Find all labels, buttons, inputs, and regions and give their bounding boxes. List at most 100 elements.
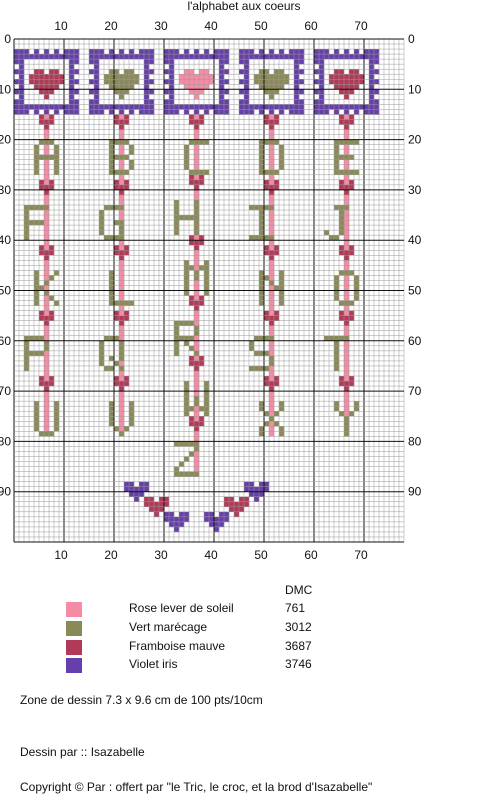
- chain-heart-stitch: [199, 179, 205, 186]
- letter-stitch: [34, 204, 40, 211]
- chain-heart-stitch: [339, 245, 345, 251]
- garland-heart-stitch: [139, 491, 145, 497]
- chain-heart-stitch: [194, 426, 200, 432]
- letter-stitch: [334, 154, 340, 160]
- letter-stitch: [194, 446, 200, 452]
- letter-stitch: [184, 159, 190, 165]
- frame-heart-stitch: [124, 79, 130, 85]
- chain-heart-stitch: [119, 189, 125, 196]
- letter-stitch: [34, 295, 40, 301]
- letter-stitch: [194, 225, 200, 231]
- frame-stitch: [219, 84, 225, 90]
- frame-stitch: [139, 104, 145, 110]
- letter-stitch: [189, 215, 195, 221]
- frame-stitch: [164, 59, 170, 65]
- letter-stitch: [44, 139, 50, 145]
- chain-stitch: [119, 411, 125, 417]
- chain-heart-stitch: [189, 114, 195, 120]
- chain-stitch: [194, 391, 200, 397]
- chain-heart-stitch: [194, 179, 200, 186]
- letter-stitch: [269, 335, 275, 341]
- chain-heart-stitch: [114, 376, 120, 382]
- chain-stitch: [269, 225, 275, 231]
- chain-stitch: [269, 330, 275, 336]
- frame-stitch: [69, 79, 75, 85]
- garland-heart-stitch: [164, 501, 170, 507]
- frame-stitch: [269, 109, 275, 115]
- chain-stitch: [344, 275, 350, 281]
- chain-stitch: [344, 149, 350, 155]
- frame-stitch: [374, 89, 380, 95]
- frame-stitch: [19, 104, 25, 110]
- frame-heart-stitch: [184, 74, 190, 80]
- chain-heart-stitch: [189, 119, 195, 125]
- frame-stitch: [264, 104, 270, 110]
- chain-heart-stitch: [194, 119, 200, 125]
- chain-heart-stitch: [119, 119, 125, 125]
- chain-heart-stitch: [339, 381, 345, 387]
- chain-stitch: [344, 345, 350, 352]
- letter-stitch: [264, 421, 270, 427]
- y-tick-label: 30: [408, 183, 422, 197]
- frame-stitch: [69, 94, 75, 100]
- frame-heart-stitch: [104, 74, 110, 80]
- chain-stitch: [344, 210, 350, 216]
- chain-stitch: [344, 199, 350, 206]
- chain-heart-stitch: [119, 255, 125, 261]
- frame-stitch: [299, 89, 305, 95]
- frame-stitch: [299, 79, 305, 85]
- letter-stitch: [204, 396, 210, 402]
- letter-stitch: [184, 265, 190, 271]
- frame-stitch: [164, 54, 170, 60]
- frame-stitch: [184, 49, 190, 55]
- garland-heart-stitch: [244, 486, 250, 492]
- chain-stitch: [344, 265, 350, 271]
- letter-stitch: [54, 149, 60, 155]
- letter-stitch: [119, 139, 125, 145]
- frame-heart-stitch: [279, 84, 285, 90]
- letter-stitch: [259, 230, 265, 236]
- y-tick-label: 90: [408, 485, 422, 499]
- frame-heart-stitch: [129, 74, 135, 80]
- letter-stitch: [199, 406, 205, 412]
- chain-heart-stitch: [189, 174, 195, 181]
- x-tick-label: 10: [54, 19, 68, 33]
- frame-stitch: [214, 49, 220, 55]
- chain-stitch: [44, 376, 50, 382]
- letter-stitch: [264, 139, 270, 145]
- chain-stitch: [194, 456, 200, 462]
- frame-stitch: [139, 109, 145, 115]
- garland-heart-stitch: [184, 511, 190, 518]
- chain-stitch: [194, 144, 200, 150]
- chain-heart-stitch: [269, 119, 275, 125]
- frame-stitch: [19, 84, 25, 90]
- chain-stitch: [344, 310, 350, 316]
- chain-heart-stitch: [349, 184, 355, 191]
- frame-stitch: [189, 54, 195, 60]
- frame-stitch: [369, 69, 375, 75]
- frame-stitch: [244, 99, 250, 105]
- frame-stitch: [94, 109, 100, 115]
- frame-heart-stitch: [199, 74, 205, 80]
- letter-stitch: [339, 169, 345, 176]
- chain-stitch: [269, 210, 275, 216]
- chain-heart-stitch: [124, 114, 130, 120]
- frame-stitch: [239, 89, 245, 95]
- frame-stitch: [319, 89, 325, 95]
- letter-stitch: [259, 295, 265, 301]
- frame-heart-stitch: [184, 69, 190, 75]
- letter-stitch: [334, 340, 340, 347]
- letter-stitch: [99, 340, 105, 347]
- chain-heart-stitch: [124, 119, 130, 125]
- chain-heart-stitch: [349, 114, 355, 120]
- garland-heart-stitch: [214, 516, 220, 523]
- chain-stitch: [344, 280, 350, 286]
- letter-stitch: [189, 345, 195, 352]
- frame-heart-stitch: [269, 94, 275, 100]
- letter-stitch: [39, 220, 45, 226]
- letter-stitch: [54, 144, 60, 150]
- chain-heart-stitch: [124, 381, 130, 387]
- letter-stitch: [184, 144, 190, 150]
- frame-stitch: [244, 54, 250, 60]
- letter-stitch: [324, 230, 330, 236]
